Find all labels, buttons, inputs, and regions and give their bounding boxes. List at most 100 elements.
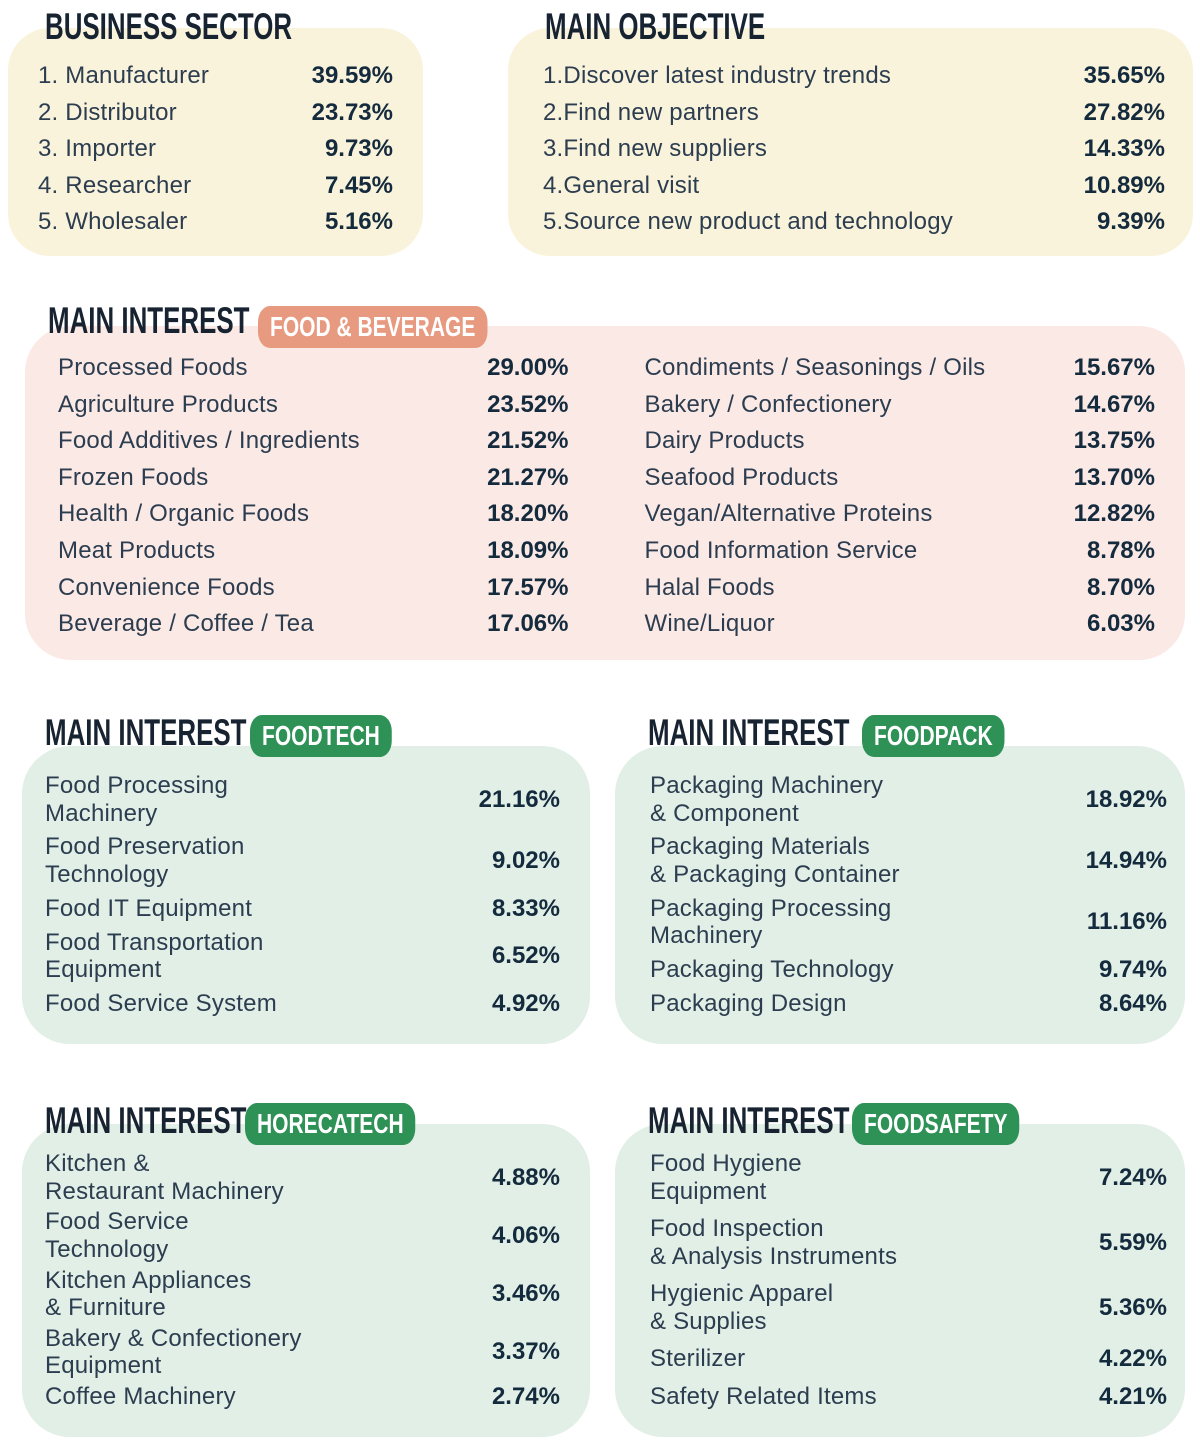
list-item: 1. Manufacturer 39.59% bbox=[38, 58, 393, 95]
item-value: 9.02% bbox=[491, 846, 560, 874]
food-beverage-badge: FOOD & BEVERAGE bbox=[258, 306, 488, 348]
list-item: Food Service Technology 4.06% bbox=[45, 1208, 560, 1263]
item-value: 21.16% bbox=[478, 785, 560, 813]
item-label: Sterilizer bbox=[650, 1345, 746, 1373]
horecatech-card: Kitchen & Restaurant Machinery 4.88% Food… bbox=[22, 1124, 590, 1437]
foodpack-card: Packaging Machinery & Component 18.92% Pa… bbox=[615, 746, 1185, 1044]
item-label: Seafood Products bbox=[644, 463, 839, 491]
list-item: Food Information Service 8.78% bbox=[645, 533, 1156, 570]
panel-business-sector: BUSINESS SECTOR 1. Manufacturer 39.59% 2.… bbox=[8, 8, 423, 256]
section-header: MAIN INTEREST FOODSAFETY bbox=[615, 1100, 1185, 1145]
item-label: 2.Find new partners bbox=[543, 98, 759, 126]
item-label: Beverage / Coffee / Tea bbox=[58, 610, 314, 638]
item-label: Food Service Technology bbox=[45, 1208, 189, 1263]
food-beverage-right-column: Condiments / Seasonings / Oils 15.67% Bak… bbox=[645, 350, 1156, 660]
item-label: Packaging Design bbox=[650, 990, 847, 1018]
list-item: 5.Source new product and technology 9.39% bbox=[543, 204, 1165, 241]
item-label: Meat Products bbox=[58, 536, 216, 564]
item-label: Food IT Equipment bbox=[45, 894, 253, 922]
section-title-main-interest: MAIN INTEREST bbox=[45, 1100, 247, 1141]
item-label: Bakery & Confectionery Equipment bbox=[45, 1324, 302, 1380]
item-value: 4.88% bbox=[491, 1163, 560, 1191]
item-value: 3.37% bbox=[491, 1338, 560, 1366]
list-item: Packaging Machinery & Component 18.92% bbox=[650, 772, 1167, 827]
item-value: 14.33% bbox=[1083, 135, 1165, 163]
list-item: Food Preservation Technology 9.02% bbox=[45, 833, 560, 888]
list-item: Vegan/Alternative Proteins 12.82% bbox=[645, 496, 1156, 533]
panel-main-interest-foodtech: MAIN INTEREST FOODTECH Food Processing M… bbox=[22, 714, 590, 1044]
item-label: Packaging Processing Machinery bbox=[650, 894, 892, 950]
panel-main-interest-foodsafety: MAIN INTEREST FOODSAFETY Food Hygiene Eq… bbox=[615, 1102, 1185, 1437]
item-label: Food Hygiene Equipment bbox=[650, 1150, 802, 1205]
foodsafety-badge: FOODSAFETY bbox=[852, 1103, 1020, 1145]
item-label: 5. Wholesaler bbox=[38, 208, 188, 236]
item-label: 1.Discover latest industry trends bbox=[543, 62, 892, 89]
list-item: Processed Foods 29.00% bbox=[58, 350, 569, 387]
item-value: 7.24% bbox=[1098, 1163, 1167, 1191]
list-item: Coffee Machinery 2.74% bbox=[45, 1383, 560, 1411]
item-value: 4.92% bbox=[491, 990, 560, 1017]
item-label: Food Service System bbox=[45, 990, 277, 1018]
list-item: Seafood Products 13.70% bbox=[645, 460, 1156, 497]
section-title-main-interest: MAIN INTEREST bbox=[648, 1100, 850, 1141]
list-item: Sterilizer 4.22% bbox=[650, 1345, 1167, 1373]
item-value: 3.46% bbox=[491, 1280, 560, 1307]
item-label: Coffee Machinery bbox=[45, 1383, 236, 1411]
section-header: MAIN INTEREST FOODTECH bbox=[22, 714, 590, 757]
section-title-business-sector: BUSINESS SECTOR bbox=[45, 6, 293, 47]
item-value: 15.67% bbox=[1073, 354, 1155, 381]
item-value: 4.22% bbox=[1098, 1345, 1167, 1372]
item-value: 17.57% bbox=[487, 573, 569, 601]
item-label: 3.Find new suppliers bbox=[543, 135, 768, 163]
list-item: Food Transportation Equipment 6.52% bbox=[45, 929, 560, 984]
list-item: Bakery / Confectionery 14.67% bbox=[645, 387, 1156, 424]
list-item: Beverage / Coffee / Tea 17.06% bbox=[58, 606, 569, 643]
item-value: 23.52% bbox=[487, 390, 569, 418]
item-value: 9.39% bbox=[1096, 208, 1165, 236]
item-value: 13.70% bbox=[1073, 463, 1155, 491]
item-value: 2.74% bbox=[491, 1383, 560, 1410]
item-value: 23.73% bbox=[311, 98, 393, 126]
item-label: Health / Organic Foods bbox=[58, 500, 310, 528]
item-label: Food Processing Machinery bbox=[45, 772, 229, 827]
item-label: 2. Distributor bbox=[38, 98, 177, 126]
list-item: Agriculture Products 23.52% bbox=[58, 387, 569, 424]
list-item: Packaging Technology 9.74% bbox=[650, 956, 1167, 984]
list-item: Condiments / Seasonings / Oils 15.67% bbox=[645, 350, 1156, 387]
list-item: 2.Find new partners 27.82% bbox=[543, 95, 1165, 132]
section-title-main-interest: MAIN INTEREST bbox=[48, 300, 250, 341]
item-label: Wine/Liquor bbox=[644, 610, 775, 638]
panel-main-interest-food-beverage: MAIN INTEREST FOOD & BEVERAGE Processed … bbox=[25, 302, 1185, 660]
item-value: 12.82% bbox=[1073, 500, 1155, 528]
list-item: Bakery & Confectionery Equipment 3.37% bbox=[45, 1325, 560, 1380]
list-item: Kitchen Appliances & Furniture 3.46% bbox=[45, 1267, 560, 1322]
item-value: 8.64% bbox=[1098, 990, 1167, 1017]
item-label: Frozen Foods bbox=[58, 463, 209, 491]
item-label: Processed Foods bbox=[58, 354, 248, 381]
item-label: 1. Manufacturer bbox=[38, 62, 210, 89]
list-item: Halal Foods 8.70% bbox=[645, 570, 1156, 607]
foodpack-badge: FOODPACK bbox=[862, 715, 1005, 757]
item-label: Packaging Materials & Packaging Containe… bbox=[650, 833, 900, 888]
item-value: 18.09% bbox=[487, 536, 569, 564]
item-value: 29.00% bbox=[487, 354, 569, 381]
section-title-main-interest: MAIN INTEREST bbox=[648, 712, 850, 753]
item-value: 8.33% bbox=[491, 894, 560, 922]
item-value: 11.16% bbox=[1086, 908, 1167, 935]
item-label: Packaging Technology bbox=[650, 956, 894, 983]
item-label: 5.Source new product and technology bbox=[543, 208, 953, 236]
horecatech-badge: HORECATECH bbox=[245, 1103, 416, 1145]
main-objective-card: 1.Discover latest industry trends 35.65% … bbox=[508, 28, 1193, 256]
list-item: 4.General visit 10.89% bbox=[543, 168, 1165, 205]
item-label: Agriculture Products bbox=[58, 390, 279, 418]
item-value: 9.73% bbox=[324, 135, 393, 163]
food-beverage-card: Processed Foods 29.00% Agriculture Produc… bbox=[25, 326, 1185, 660]
panel-main-interest-horecatech: MAIN INTEREST HORECATECH Kitchen & Resta… bbox=[22, 1102, 590, 1437]
list-item: Health / Organic Foods 18.20% bbox=[58, 496, 569, 533]
item-label: 4.General visit bbox=[543, 171, 700, 199]
item-label: Halal Foods bbox=[644, 573, 775, 601]
item-value: 21.52% bbox=[487, 427, 569, 455]
item-label: Kitchen Appliances & Furniture bbox=[45, 1266, 252, 1322]
section-header: BUSINESS SECTOR bbox=[8, 8, 423, 46]
item-value: 35.65% bbox=[1083, 62, 1165, 89]
